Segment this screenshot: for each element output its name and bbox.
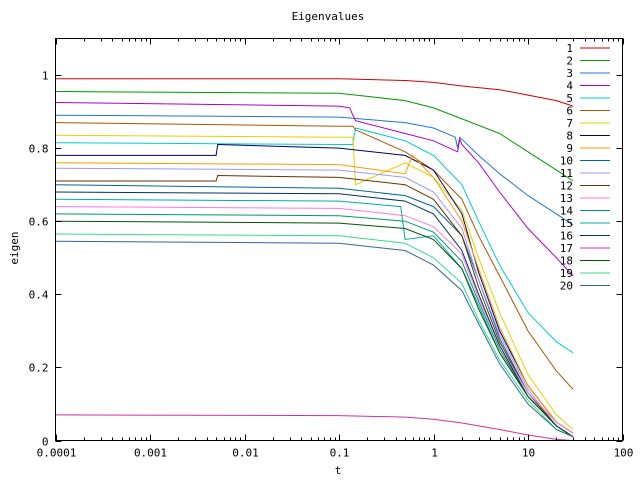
legend-label: 10 bbox=[560, 155, 573, 168]
series-20-line bbox=[55, 240, 574, 438]
series-6-line bbox=[55, 122, 574, 390]
legend-label: 12 bbox=[560, 180, 573, 193]
legend-label: 8 bbox=[566, 130, 573, 143]
legend-label: 14 bbox=[560, 205, 574, 218]
series-2-line bbox=[55, 91, 574, 182]
legend-label: 13 bbox=[560, 192, 573, 205]
series-17-line bbox=[55, 414, 574, 441]
legend-label: 6 bbox=[566, 105, 573, 118]
y-tick-label: 0.6 bbox=[29, 216, 49, 229]
series-18-line bbox=[55, 220, 574, 438]
series-4-line bbox=[55, 102, 574, 277]
legend-label: 2 bbox=[566, 55, 573, 68]
y-tick-label: 0.4 bbox=[29, 289, 49, 302]
chart-title: Eigenvalues bbox=[292, 10, 365, 23]
series-1-line bbox=[55, 78, 574, 107]
legend-label: 4 bbox=[566, 80, 573, 93]
y-tick-label: 0.2 bbox=[29, 362, 49, 375]
y-tick-label: 0 bbox=[42, 436, 49, 449]
x-tick-label: 100 bbox=[614, 447, 634, 460]
x-axis-label: t bbox=[335, 464, 342, 477]
legend-label: 17 bbox=[560, 242, 573, 255]
x-tick-label: 0.1 bbox=[330, 447, 350, 460]
legend-label: 9 bbox=[566, 142, 573, 155]
legend-label: 1 bbox=[566, 42, 573, 55]
legend-label: 11 bbox=[560, 167, 573, 180]
series-7-line bbox=[55, 134, 574, 430]
x-tick-label: 10 bbox=[522, 447, 535, 460]
series-layer bbox=[55, 78, 574, 441]
legend-label: 18 bbox=[560, 255, 573, 268]
y-axis-label: eigen bbox=[8, 231, 21, 264]
legend-label: 15 bbox=[560, 217, 573, 230]
series-13-line bbox=[55, 206, 574, 434]
x-tick-label: 0.001 bbox=[134, 447, 167, 460]
legend-label: 3 bbox=[566, 67, 573, 80]
legend-label: 19 bbox=[560, 267, 573, 280]
plot-frame bbox=[55, 38, 623, 441]
x-tick-label: 1 bbox=[431, 447, 438, 460]
series-5-line bbox=[55, 127, 574, 354]
legend-label: 20 bbox=[560, 280, 573, 293]
legend-label: 16 bbox=[560, 230, 573, 243]
series-9-line bbox=[55, 154, 574, 434]
y-tick-label: 1 bbox=[42, 70, 49, 83]
x-tick-label: 0.0001 bbox=[37, 447, 77, 460]
legend-label: 7 bbox=[566, 117, 573, 130]
series-19-line bbox=[55, 233, 574, 438]
legend-label: 5 bbox=[566, 92, 573, 105]
y-tick-label: 0.8 bbox=[29, 143, 49, 156]
x-tick-label: 0.01 bbox=[232, 447, 259, 460]
